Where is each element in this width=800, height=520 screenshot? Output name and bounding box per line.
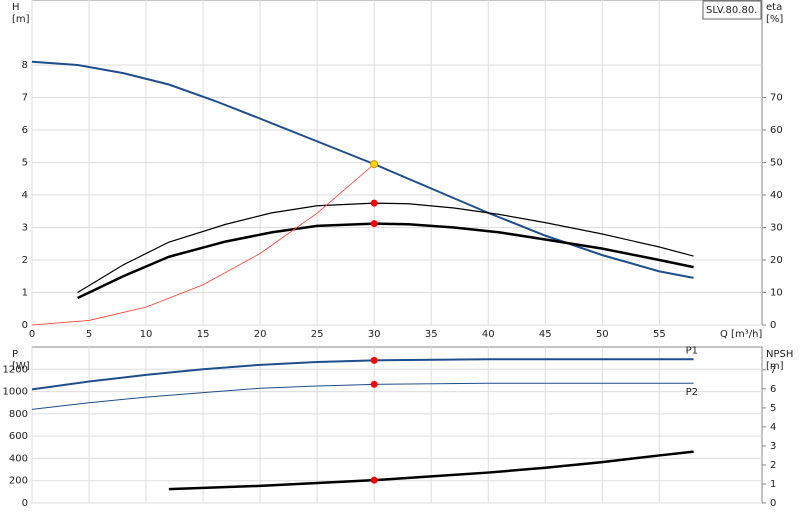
curve: [31, 358, 694, 391]
y-tick-label: 1: [22, 288, 28, 299]
y2-tick-label: 10: [770, 288, 783, 299]
x-tick-label: 35: [425, 329, 438, 340]
y2-unit: [%]: [766, 14, 783, 25]
y-tick-label: 0: [22, 498, 28, 509]
operating-point: [370, 220, 378, 228]
id-label: SLV.80.80.: [706, 5, 757, 16]
y-unit: [m]: [12, 14, 30, 25]
y-tick-label: 1000: [3, 387, 28, 398]
x-tick-label: 30: [368, 329, 381, 340]
y-tick-label: 200: [9, 476, 28, 487]
y2-tick-label: 3: [770, 441, 776, 452]
y-tick-label: 7: [22, 93, 28, 104]
x-tick-label: 50: [596, 329, 609, 340]
curve: [31, 382, 694, 410]
y-tick-label: 600: [9, 431, 28, 442]
y2-unit: [m]: [766, 361, 784, 372]
y-tick-label: 2: [22, 255, 28, 266]
y2-tick-label: 20: [770, 255, 783, 266]
y2-tick-label: 2: [770, 460, 776, 471]
x-tick-label: 20: [254, 329, 267, 340]
operating-point: [370, 380, 378, 388]
x-tick-label: 15: [197, 329, 210, 340]
y-tick-label: 0: [22, 320, 28, 331]
y-tick-label: 8: [22, 60, 28, 71]
curve: [77, 222, 694, 300]
y2-tick-label: 50: [770, 158, 783, 169]
y2-label: eta: [766, 2, 782, 13]
operating-point: [370, 199, 378, 207]
y-tick-label: 4: [22, 190, 28, 201]
curve-label: P1: [686, 345, 698, 356]
curve: [168, 450, 694, 491]
y-tick-label: 3: [22, 223, 28, 234]
y2-tick-label: 6: [770, 384, 776, 395]
x-tick-label: 5: [86, 329, 92, 340]
y2-tick-label: 4: [770, 422, 776, 433]
y2-tick-label: 0: [770, 320, 776, 331]
id-box: [702, 0, 762, 20]
operating-point: [370, 476, 378, 484]
y-unit: [W]: [12, 361, 30, 372]
y-tick-label: 5: [22, 158, 28, 169]
x-tick-label: 25: [311, 329, 324, 340]
curve: [77, 202, 694, 294]
x-tick-label: 10: [140, 329, 153, 340]
curve: [31, 60, 694, 279]
x-tick-label: 55: [653, 329, 666, 340]
y2-tick-label: 0: [770, 498, 776, 509]
y2-tick-label: 5: [770, 403, 776, 414]
y2-label: NPSH: [766, 349, 793, 360]
x-tick-label: 45: [539, 329, 552, 340]
curve: [31, 163, 375, 326]
y-label: H: [12, 2, 20, 13]
y2-tick-label: 70: [770, 93, 783, 104]
operating-point: [370, 160, 379, 169]
y-tick-label: 400: [9, 453, 28, 464]
operating-point: [370, 356, 378, 364]
y-tick-label: 6: [22, 125, 28, 136]
y2-tick-label: 7: [770, 365, 776, 376]
plot-area: [31, 346, 763, 504]
x-tick-label: 0: [29, 329, 35, 340]
y-label: P: [12, 349, 18, 360]
y2-tick-label: 30: [770, 223, 783, 234]
x-tick-label: 40: [482, 329, 495, 340]
y-tick-label: 800: [9, 409, 28, 420]
y2-tick-label: 60: [770, 125, 783, 136]
y2-tick-label: 40: [770, 190, 783, 201]
y2-tick-label: 1: [770, 479, 776, 490]
x-label: Q [m³/h]: [720, 329, 762, 340]
curve-label: P2: [686, 387, 698, 398]
y-tick-label: 1200: [3, 364, 28, 375]
